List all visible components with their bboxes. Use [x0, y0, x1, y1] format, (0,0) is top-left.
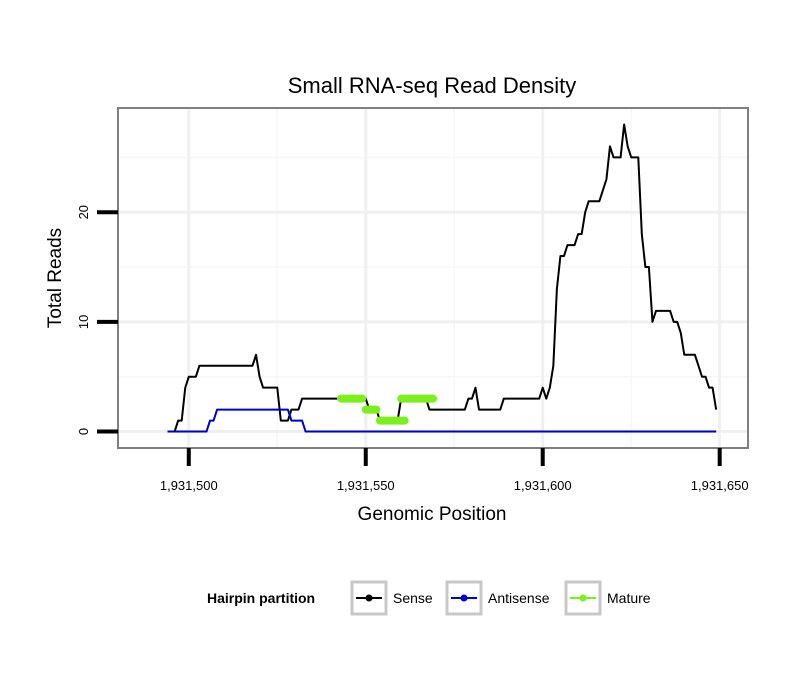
y-tick-label-1: 10: [76, 315, 91, 329]
legend-item-mature: Mature: [564, 580, 651, 616]
series-layer: [167, 123, 718, 433]
legend-label-antisense: Antisense: [488, 590, 550, 606]
x-tick-label-1: 1,931,550: [337, 478, 395, 493]
legend-dot-sense: [365, 594, 373, 602]
legend-title: Hairpin partition: [207, 590, 315, 606]
plot-panel: [118, 108, 748, 448]
series-line-antisense: [167, 408, 717, 433]
x-tick-label-0: 1,931,500: [160, 478, 218, 493]
x-axis-title: Genomic Position: [358, 504, 507, 525]
legend-item-sense: Sense: [350, 580, 433, 616]
x-tick-label-2: 1,931,600: [514, 478, 572, 493]
legend-label-sense: Sense: [393, 590, 433, 606]
x-tick-label-3: 1,931,650: [691, 478, 749, 493]
plot-panel-border: [117, 107, 749, 449]
y-tick-label-0: 0: [76, 428, 91, 435]
legend-dot-mature: [579, 594, 587, 602]
series-line-sense: [167, 123, 718, 433]
chart-title: Small RNA-seq Read Density: [288, 73, 577, 98]
axis-ticks: 1,931,500 1,931,550 1,931,600 1,931,650 0 10 2…: [76, 205, 749, 493]
legend-label-mature: Mature: [607, 590, 651, 606]
legend-item-antisense: Antisense: [445, 580, 550, 616]
legend: Hairpin partition Sense Antisense Mature: [207, 580, 651, 616]
y-axis-title: Total Reads: [45, 228, 66, 328]
y-tick-label-2: 20: [76, 205, 91, 219]
legend-dot-antisense: [460, 594, 468, 602]
